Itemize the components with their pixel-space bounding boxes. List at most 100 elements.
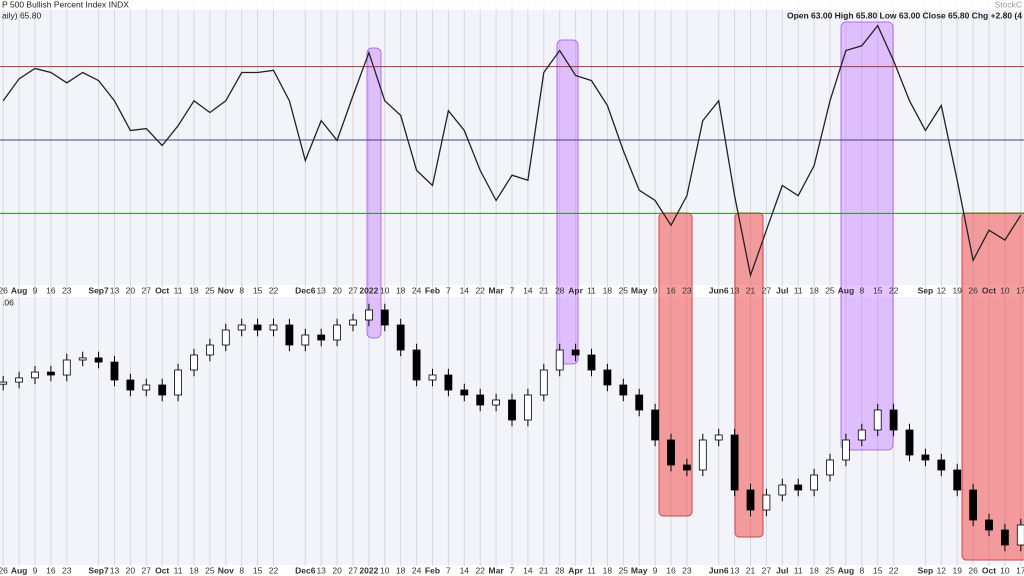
highlight-zones — [366, 21, 1024, 561]
x-tick-label: 26 — [0, 285, 8, 295]
candle-body — [15, 377, 23, 383]
x-tick-label: 23 — [682, 565, 692, 575]
x-tick-label: 15 — [253, 285, 263, 295]
candle-body — [142, 384, 151, 391]
x-tick-label: 26 — [968, 565, 978, 575]
x-tick-label: 21 — [746, 285, 756, 295]
x-tick-label: 14 — [460, 285, 470, 295]
x-tick-label: Feb — [425, 285, 440, 295]
x-tick-label: 23 — [62, 285, 72, 295]
x-tick-label: Dec6 — [295, 565, 316, 575]
x-tick-label: 15 — [253, 565, 263, 575]
candle-body — [317, 334, 326, 341]
lower-label: .06 — [2, 297, 14, 307]
marks — [0, 24, 1024, 552]
x-tick-label: 21 — [539, 285, 549, 295]
candle-body — [937, 459, 946, 471]
x-tick-label: Oct — [982, 285, 996, 295]
x-tick-label: 11 — [587, 565, 596, 575]
x-tick-label: 10 — [380, 285, 390, 295]
x-tick-label: Aug — [838, 285, 855, 295]
x-tick-label: 28 — [555, 565, 565, 575]
x-tick-label: 27 — [348, 285, 358, 295]
x-tick-label: Dec6 — [295, 285, 316, 295]
candle-body — [714, 434, 723, 441]
upper-label: aily) 65.80 — [2, 10, 41, 20]
candle-body — [460, 389, 469, 396]
x-tick-label: 8 — [239, 565, 244, 575]
candle-body — [555, 349, 564, 371]
candle-body — [126, 379, 135, 391]
x-tick-label: 21 — [746, 565, 756, 575]
x-tick-label: Aug — [11, 565, 28, 575]
candle-body — [190, 354, 198, 371]
x-tick-label: Sep — [918, 565, 934, 575]
x-tick-label: 18 — [603, 565, 613, 575]
candle-body — [746, 489, 755, 511]
candle-body — [158, 384, 167, 396]
x-tick-label: 9 — [653, 285, 658, 295]
x-tick-label: 7 — [510, 565, 515, 575]
candle-body — [730, 434, 739, 491]
x-tick-label: 22 — [475, 285, 485, 295]
x-tick-label: 13 — [110, 285, 120, 295]
x-tick-label: 16 — [666, 565, 676, 575]
x-tick-label: 20 — [332, 565, 342, 575]
candle-body — [269, 324, 278, 331]
brand: StockC — [995, 0, 1022, 9]
candle-body — [969, 489, 978, 521]
x-tick-label: Nov — [218, 285, 234, 295]
x-tick-label: Sep7 — [88, 285, 109, 295]
candle-body — [78, 357, 87, 361]
candle-body — [635, 394, 644, 411]
x-tick-label: 11 — [174, 285, 183, 295]
candle-body — [364, 309, 373, 321]
candle-body — [889, 409, 898, 431]
candle-body — [349, 319, 357, 326]
candle-body — [619, 384, 628, 396]
bullish-zone — [556, 39, 579, 365]
x-tick-label: 20 — [332, 285, 342, 295]
x-tick-label: 11 — [174, 565, 183, 575]
x-tick-label: 18 — [189, 285, 199, 295]
x-tick-label: 8 — [859, 565, 864, 575]
x-tick-label: 14 — [523, 285, 533, 295]
candle-body — [31, 371, 39, 379]
x-tick-label: Feb — [425, 565, 440, 575]
candle-body — [810, 474, 819, 491]
bearish-zone — [734, 212, 764, 538]
x-tick-label: Oct — [155, 285, 169, 295]
candle-body — [683, 464, 691, 471]
x-tick-label: 22 — [269, 285, 279, 295]
x-tick-label: 27 — [348, 565, 358, 575]
x-tick-label: 26 — [0, 565, 8, 575]
x-tick-label: 16 — [666, 285, 676, 295]
candle-body — [905, 429, 914, 456]
x-tick-label: Sep7 — [88, 565, 109, 575]
candle-body — [778, 484, 787, 496]
x-tick-label: 25 — [825, 285, 835, 295]
x-tick-label: Aug — [11, 285, 28, 295]
candle-body — [221, 329, 230, 346]
x-tick-label: 7 — [446, 285, 451, 295]
x-tick-label: May — [631, 565, 648, 575]
x-tick-label: 25 — [619, 565, 629, 575]
x-tick-label: Sep — [918, 285, 934, 295]
x-tick-label: 8 — [239, 285, 244, 295]
x-tick-label: 11 — [587, 285, 596, 295]
candle-body — [603, 369, 612, 386]
x-tick-label: 24 — [412, 565, 422, 575]
candle-body — [94, 357, 103, 363]
x-tick-label: 20 — [126, 565, 136, 575]
candle-body — [1001, 529, 1009, 546]
x-tick-label: 23 — [62, 565, 72, 575]
quote: Open 63.00 High 65.80 Low 63.00 Close 65… — [787, 10, 1022, 20]
candle-body — [698, 439, 707, 471]
x-tick-label: 13 — [316, 565, 326, 575]
x-tick-label: 17 — [1016, 565, 1024, 575]
x-tick-label: 7 — [510, 285, 515, 295]
candle-body — [524, 394, 532, 421]
x-tick-label: 10 — [1000, 285, 1010, 295]
x-tick-label: 2022 — [359, 285, 378, 295]
